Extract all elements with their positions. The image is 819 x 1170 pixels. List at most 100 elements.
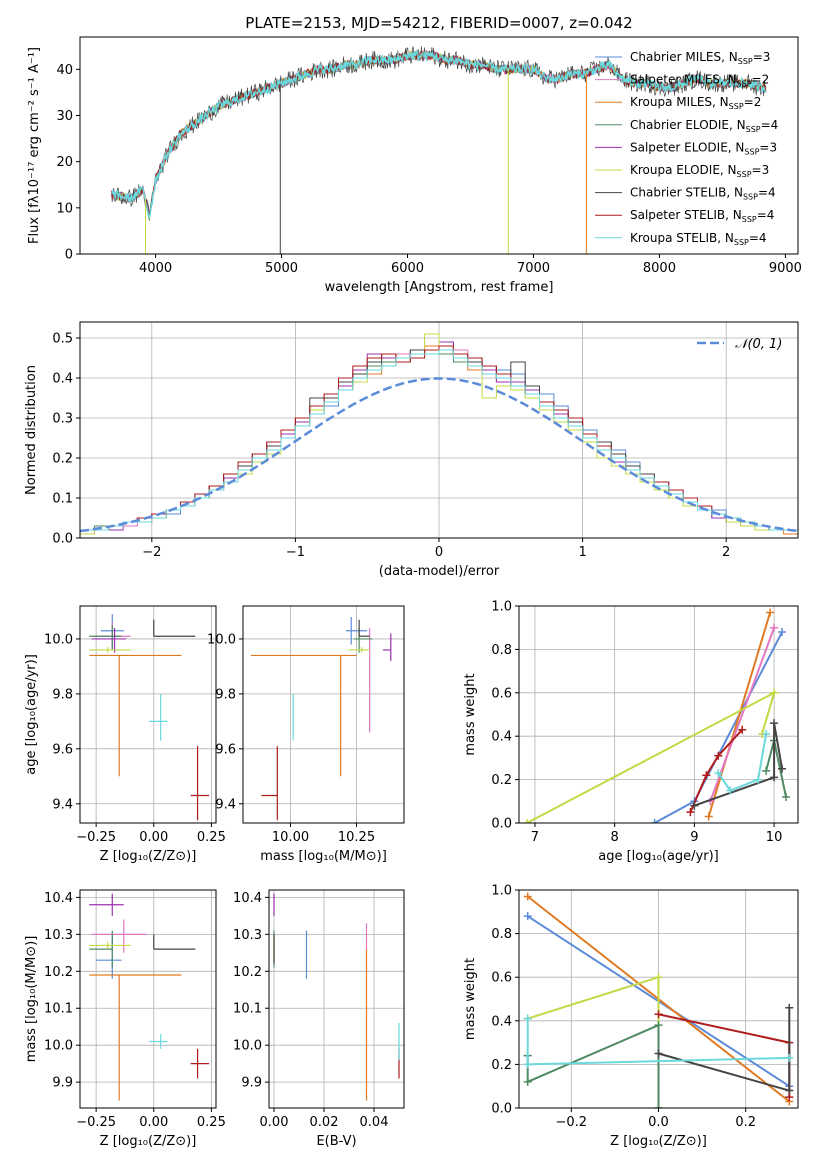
legend-label: Salpeter STELIB, NSSP=4 <box>630 208 774 224</box>
tick-label-x: 10.00 <box>272 830 309 845</box>
legend-label-text: Salpeter ELODIE, N <box>630 140 744 154</box>
legend-label-sub: SSP <box>737 170 752 179</box>
y-axis-label: mass weight <box>463 673 478 755</box>
weight-marker <box>654 1010 663 1019</box>
tick-label-x: 2 <box>722 545 730 560</box>
tick-label-y: 0.2 <box>491 1058 512 1073</box>
weight-marker <box>785 1003 794 1012</box>
weight-marker <box>766 608 775 617</box>
legend-label: Salpeter MILES, NSSP=2 <box>630 73 769 89</box>
weight-marker <box>762 766 771 775</box>
chart-title: PLATE=2153, MJD=54212, FIBERID=0007, z=0… <box>245 14 632 32</box>
panel-massweight-vs-age: 7 8 9 10 0.0 0.2 0.4 0.6 0.8 1.0 age [log₁₀(age/yr… <box>463 600 799 864</box>
legend-label-eq: =3 <box>759 140 777 154</box>
tick-label-y: 10.4 <box>44 891 73 906</box>
plot-area <box>522 608 791 823</box>
legend-label: 𝒩(0, 1) <box>735 337 782 352</box>
weight-marker <box>770 688 779 697</box>
spectrum-line <box>111 50 767 220</box>
tick-label-x: 8000 <box>643 261 676 276</box>
weight-marker <box>704 812 713 821</box>
weight-marker <box>770 719 779 728</box>
legend-label-eq: =4 <box>761 118 779 132</box>
tick-label-y: 10.1 <box>44 1002 73 1017</box>
x-axis-label: Z [log₁₀(Z/Z⊙)] <box>100 1134 197 1149</box>
weight-marker <box>523 1014 532 1023</box>
tick-label-y: 10.2 <box>233 965 262 980</box>
tick-label-y: 0.4 <box>491 730 512 745</box>
legend-label-eq: =3 <box>753 50 771 64</box>
spectrum-line <box>111 46 767 217</box>
tick-label-x: 8 <box>611 830 619 845</box>
tick-label-x: 0.2 <box>735 1115 756 1130</box>
weight-marker <box>762 730 771 739</box>
axes-frame <box>242 605 405 824</box>
tick-label-y: 0.5 <box>52 332 73 347</box>
tick-label-x: −0.25 <box>76 830 116 845</box>
weight-marker <box>523 912 532 921</box>
legend-label-eq: =2 <box>744 95 762 109</box>
panel-massweight-vs-Z: −0.2 0.0 0.2 0.0 0.2 0.4 0.6 0.8 1.0 Z [log₁₀(Z/Z… <box>463 884 799 1149</box>
tick-label-y: 0.4 <box>491 1014 512 1029</box>
tick-label-y: 0.0 <box>491 817 512 832</box>
tick-label-x: 0.02 <box>310 1115 339 1130</box>
tick-label-y: 0 <box>65 248 73 263</box>
tick-label-y: 10.4 <box>233 891 262 906</box>
tick-label-y: 9.8 <box>52 687 73 702</box>
tick-label-y: 10.0 <box>207 632 236 647</box>
weight-marker <box>714 769 723 778</box>
axes-frame <box>79 605 217 824</box>
tick-label-y: 0.3 <box>52 412 73 427</box>
x-axis-label: Z [log₁₀(Z/Z⊙)] <box>100 849 197 864</box>
panel-age-vs-mass: 10.00 10.25 9.4 9.6 9.8 10.0 mass [log₁₀(M/M⊙)… <box>207 605 405 864</box>
tick-label-y: 10.3 <box>44 928 73 943</box>
weight-line <box>694 723 784 807</box>
tick-label-x: 10 <box>766 830 783 845</box>
tick-label-x: 0.04 <box>360 1115 389 1130</box>
x-axis-label: (data-model)/error <box>379 564 500 579</box>
weight-marker <box>654 1049 663 1058</box>
weight-marker <box>714 751 723 760</box>
legend-label-text: Salpeter MILES, N <box>630 73 737 87</box>
legend-label: Chabrier MILES, NSSP=3 <box>630 50 770 66</box>
tick-label-x: −1 <box>286 545 305 560</box>
tick-label-y: 10.0 <box>44 632 73 647</box>
legend-label-text: Chabrier MILES, N <box>630 50 738 64</box>
tick-label-x: −0.25 <box>76 1115 116 1130</box>
tick-label-y: 0.6 <box>491 686 512 701</box>
tick-label-x: 0.25 <box>197 1115 226 1130</box>
weight-marker <box>650 819 659 823</box>
weight-marker <box>522 819 531 823</box>
weight-marker <box>702 771 711 780</box>
tick-label-x: 0.00 <box>139 830 168 845</box>
tick-label-y: 0.4 <box>52 372 73 387</box>
tick-label-y: 10.0 <box>233 1039 262 1054</box>
tick-label-x: −0.2 <box>556 1115 588 1130</box>
legend-label-text: Salpeter STELIB, N <box>630 208 742 222</box>
tick-label-y: 0.6 <box>491 971 512 986</box>
axes-frame <box>79 36 799 255</box>
weight-marker <box>754 775 763 784</box>
weight-marker <box>785 1053 794 1062</box>
legend-label-text: Chabrier STELIB, N <box>630 186 743 200</box>
panel-age-vs-Z: −0.25 0.00 0.25 9.4 9.6 9.8 10.0 Z [log₁₀(Z/Z⊙)… <box>24 605 226 864</box>
legend-label-sub: SSP <box>734 238 749 247</box>
tick-label-y: 0.8 <box>491 927 512 942</box>
weight-line <box>707 612 772 817</box>
legend-label-text: Kroupa STELIB, N <box>630 231 734 245</box>
tick-label-y: 9.9 <box>241 1076 262 1091</box>
legend-label: Kroupa ELODIE, NSSP=3 <box>630 163 769 179</box>
tick-label-x: 7 <box>531 830 539 845</box>
weight-marker <box>654 1104 663 1108</box>
x-axis-label: age [log₁₀(age/yr)] <box>598 849 719 864</box>
tick-label-y: 30 <box>56 109 73 124</box>
legend-label: Chabrier STELIB, NSSP=4 <box>630 186 776 202</box>
x-axis-label: mass [log₁₀(M/M⊙)] <box>260 849 387 864</box>
panel-residuals: 𝒩(0, 1) −2 −1 0 1 2 0.0 0.1 0.2 0.3 0.4 0.5 (data-mo… <box>24 321 799 579</box>
legend-label-sub: SSP <box>737 80 752 89</box>
weight-line <box>527 975 660 1108</box>
weight-marker <box>686 808 695 817</box>
legend-label-sub: SSP <box>744 147 759 156</box>
weight-marker <box>738 725 747 734</box>
